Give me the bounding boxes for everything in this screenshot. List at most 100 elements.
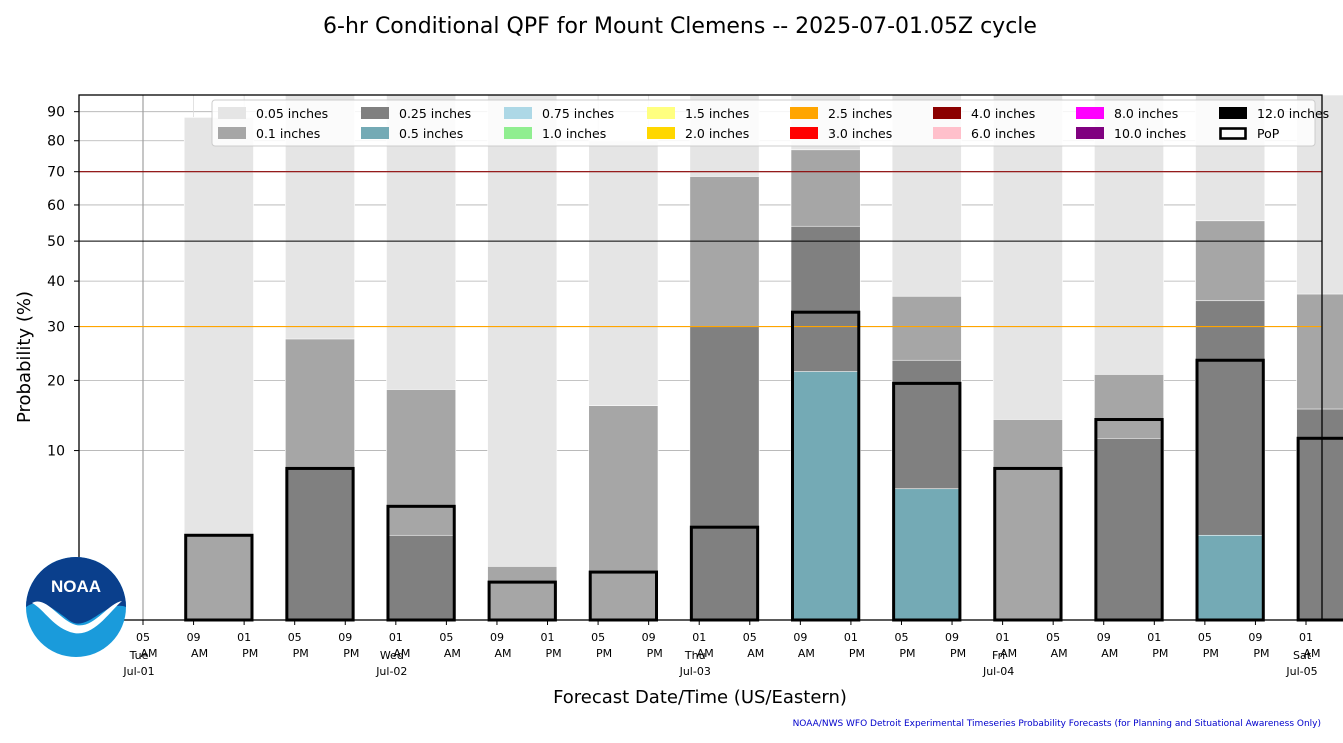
x-tick-date: Jul-04 <box>982 665 1014 678</box>
legend-swatch <box>218 127 246 139</box>
y-axis-label: Probability (%) <box>14 291 35 423</box>
legend-swatch <box>1219 107 1247 119</box>
legend-swatch <box>218 107 246 119</box>
x-tick-hour: 05 <box>743 631 757 644</box>
legend-label: 4.0 inches <box>971 106 1035 121</box>
legend-swatch <box>504 107 532 119</box>
x-tick-hour: 01 <box>541 631 555 644</box>
bar-0-1-inches <box>487 566 558 621</box>
y-tick-label: 60 <box>47 198 65 214</box>
legend-label: 12.0 inches <box>1257 106 1329 121</box>
x-tick-day: Fri <box>992 649 1005 662</box>
x-tick-hour: 01 <box>237 631 251 644</box>
x-tick-ampm: AM <box>393 647 410 660</box>
y-tick-label: 20 <box>47 373 65 389</box>
y-tick-label: 80 <box>47 134 65 150</box>
x-tick-hour: 01 <box>1147 631 1161 644</box>
legend-label: 0.25 inches <box>399 106 471 121</box>
x-tick-ampm: AM <box>1101 647 1118 660</box>
y-tick-label: 10 <box>47 444 65 460</box>
x-tick-hour: 09 <box>338 631 352 644</box>
x-tick-hour: 09 <box>490 631 504 644</box>
legend-label: 1.0 inches <box>542 126 606 141</box>
y-axis-ticks: 10 20 30 40 50 60 70 80 90 <box>47 105 79 460</box>
legend-label: 0.75 inches <box>542 106 614 121</box>
noaa-logo-gull <box>32 601 122 634</box>
x-tick-date: Jul-05 <box>1285 665 1317 678</box>
legend-swatch <box>504 127 532 139</box>
noaa-logo: NOAA <box>26 557 126 657</box>
legend-box <box>211 99 1316 147</box>
y-tick-label: 90 <box>47 105 65 121</box>
x-tick-hour: 09 <box>793 631 807 644</box>
x-tick-ampm: PM <box>849 647 865 660</box>
legend-label: 2.0 inches <box>685 126 749 141</box>
x-tick-ampm: PM <box>950 647 966 660</box>
legend-swatch <box>933 127 961 139</box>
legend: 0.05 inches 0.1 inches 0.25 inches 0.5 inch… <box>211 99 1329 147</box>
reference-lines <box>79 171 1322 328</box>
x-tick-ampm: AM <box>494 647 511 660</box>
x-tick-hour: 01 <box>844 631 858 644</box>
noaa-logo-top <box>26 557 126 624</box>
x-tick-ampm: PM <box>647 647 663 660</box>
x-tick-ampm: PM <box>343 647 359 660</box>
legend-label: 8.0 inches <box>1114 106 1178 121</box>
x-tick-day: Thu <box>684 649 706 662</box>
legend-swatch <box>790 107 818 119</box>
x-tick-hour: 05 <box>591 631 605 644</box>
x-tick-ampm: AM <box>1051 647 1068 660</box>
x-tick-hour: 01 <box>1299 631 1313 644</box>
x-tick-ampm: PM <box>596 647 612 660</box>
legend-label: 0.05 inches <box>256 106 328 121</box>
pop-outline <box>1296 436 1343 622</box>
credit-text: NOAA/NWS WFO Detroit Experimental Timese… <box>793 719 1321 729</box>
x-tick-hour: 09 <box>642 631 656 644</box>
x-tick-ampm: AM <box>798 647 815 660</box>
x-tick-hour: 01 <box>996 631 1010 644</box>
x-tick-ampm: PM <box>1152 647 1168 660</box>
legend-label: PoP <box>1257 126 1280 141</box>
bar-0-1-inches <box>183 534 254 621</box>
bar-0-5-inches <box>790 371 861 621</box>
plot-frame <box>78 94 1323 621</box>
x-tick-day: Wed <box>380 649 404 662</box>
x-tick-ampm: AM <box>697 647 714 660</box>
x-tick-hour: 09 <box>1097 631 1111 644</box>
x-tick-hour: 09 <box>187 631 201 644</box>
x-tick-ampm: PM <box>1253 647 1269 660</box>
x-tick-date: Jul-01 <box>122 665 154 678</box>
bar-0-5-inches <box>1195 534 1266 621</box>
legend-label: 0.1 inches <box>256 126 320 141</box>
legend-swatch <box>647 107 675 119</box>
bar-0-25-inches <box>689 326 760 621</box>
legend-swatch <box>933 107 961 119</box>
bar-0-5-inches <box>891 488 962 621</box>
y-tick-label: 40 <box>47 274 65 290</box>
x-tick-date: Jul-02 <box>375 665 407 678</box>
x-tick-hour: 01 <box>389 631 403 644</box>
legend-swatch <box>647 127 675 139</box>
x-tick-date: Jul-03 <box>679 665 711 678</box>
bar-0-05-inches <box>487 94 558 621</box>
legend-label: 10.0 inches <box>1114 126 1186 141</box>
bar-0-1-inches <box>992 419 1063 621</box>
legend-swatch <box>1076 107 1104 119</box>
legend-label: 1.5 inches <box>685 106 749 121</box>
bar-0-25-inches <box>1296 408 1343 621</box>
x-tick-hour: 05 <box>1198 631 1212 644</box>
legend-swatch-pop <box>1219 127 1247 140</box>
legend-swatch <box>361 127 389 139</box>
x-tick-ampm: AM <box>191 647 208 660</box>
x-tick-hour: 05 <box>1046 631 1060 644</box>
x-tick-ampm: PM <box>242 647 258 660</box>
x-tick-ampm: PM <box>899 647 915 660</box>
noaa-logo-text: NOAA <box>51 577 101 596</box>
x-tick-day: Sat <box>1293 649 1312 662</box>
x-tick-ampm: AM <box>1303 647 1320 660</box>
bars <box>183 94 1343 621</box>
x-tick-hour: 01 <box>692 631 706 644</box>
x-tick-hour: 05 <box>136 631 150 644</box>
legend-label: 6.0 inches <box>971 126 1035 141</box>
pop-outlines <box>184 310 1343 622</box>
